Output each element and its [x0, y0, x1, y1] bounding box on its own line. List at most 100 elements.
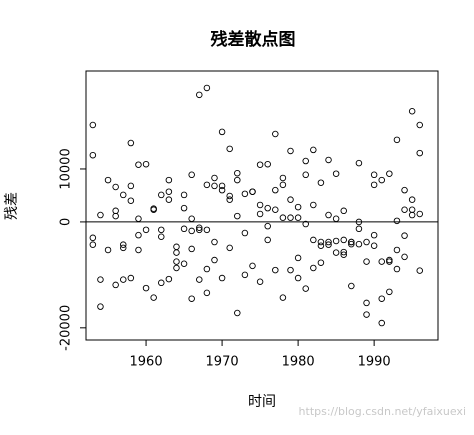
point: [317, 238, 325, 246]
point: [150, 205, 157, 212]
point: [203, 226, 211, 234]
point: [401, 232, 408, 239]
x-tick-label: 1990: [358, 355, 391, 370]
point: [97, 211, 104, 219]
point: [241, 271, 249, 279]
point: [165, 188, 173, 195]
point: [226, 196, 233, 203]
point: [294, 254, 302, 262]
point: [393, 136, 401, 144]
point: [317, 259, 325, 266]
point: [241, 190, 249, 198]
point: [135, 246, 142, 254]
point: [211, 174, 218, 182]
point: [158, 279, 165, 287]
point: [355, 159, 363, 167]
point: [302, 171, 309, 179]
point: [378, 319, 385, 327]
point: [142, 226, 150, 234]
point: [393, 217, 401, 225]
x-tick-label: 1980: [282, 355, 315, 370]
point: [279, 181, 287, 189]
point: [196, 224, 203, 231]
point: [97, 303, 104, 310]
point: [378, 295, 385, 302]
point: [363, 238, 370, 246]
point: [279, 214, 287, 221]
point: [416, 149, 424, 157]
point: [127, 139, 135, 147]
point: [272, 186, 279, 194]
point: [370, 242, 378, 249]
point: [120, 191, 127, 199]
point: [256, 210, 264, 218]
point: [234, 176, 241, 184]
point: [180, 225, 188, 233]
point: [249, 262, 256, 270]
point: [165, 196, 173, 203]
point: [393, 246, 401, 254]
point: [196, 226, 203, 234]
point: [340, 251, 347, 258]
point: [332, 215, 340, 222]
point: [218, 186, 226, 194]
point: [218, 128, 226, 136]
point: [196, 276, 203, 283]
point: [393, 265, 401, 273]
point: [203, 84, 211, 92]
point: [112, 281, 119, 289]
point: [340, 236, 347, 244]
y-tick-label: -20000: [59, 305, 74, 351]
point: [264, 160, 271, 168]
point: [226, 244, 233, 252]
point: [89, 241, 97, 248]
point: [317, 242, 325, 249]
point: [294, 214, 302, 221]
point: [279, 174, 287, 182]
point: [173, 243, 180, 251]
point: [310, 146, 317, 154]
point: [287, 266, 294, 274]
point: [332, 170, 340, 177]
point: [188, 245, 195, 253]
point: [355, 240, 363, 248]
point: [264, 204, 271, 212]
point: [370, 171, 378, 179]
point: [256, 161, 264, 168]
point: [363, 299, 370, 307]
point: [386, 256, 393, 264]
point: [188, 215, 195, 222]
point: [325, 241, 332, 248]
point: [89, 234, 97, 242]
point: [104, 176, 112, 184]
point: [348, 240, 355, 248]
point: [355, 218, 363, 226]
point: [112, 212, 119, 220]
y-tick-label: 0: [59, 218, 74, 226]
point: [135, 215, 142, 222]
point: [294, 274, 302, 282]
point: [211, 256, 218, 264]
point: [416, 121, 424, 129]
point: [203, 289, 211, 297]
point: [150, 294, 157, 301]
point: [317, 179, 325, 186]
point: [272, 266, 279, 274]
plot-frame: [85, 70, 439, 341]
point: [241, 229, 249, 237]
point: [234, 212, 241, 220]
point: [332, 237, 340, 245]
point: [401, 206, 408, 213]
point: [287, 196, 294, 203]
point: [180, 260, 188, 267]
point: [340, 207, 347, 215]
point: [196, 91, 203, 99]
point: [104, 246, 112, 254]
point: [348, 282, 355, 290]
point: [408, 107, 416, 115]
point: [310, 201, 317, 209]
point: [378, 176, 385, 184]
point: [112, 207, 119, 215]
point: [127, 197, 135, 204]
